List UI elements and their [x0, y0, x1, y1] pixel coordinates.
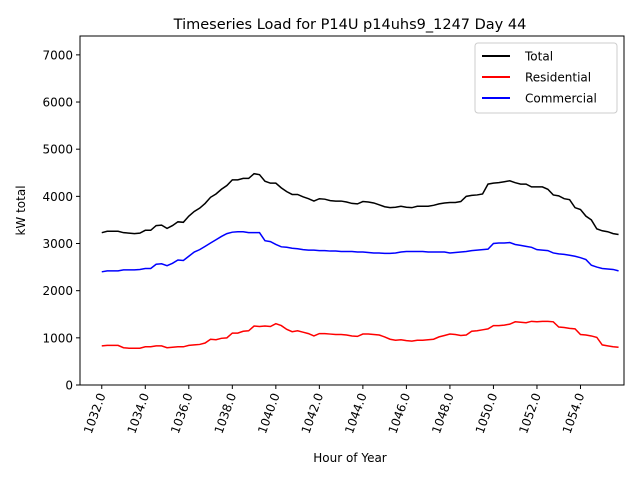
legend-frame: [474, 42, 618, 114]
y-tick-label: 3000: [42, 237, 73, 251]
y-tick-label: 5000: [42, 143, 73, 157]
series-layer: [101, 172, 619, 349]
y-tick-label: 2000: [42, 284, 73, 298]
legend: Total Residential Commercial: [474, 42, 618, 114]
legend-label-total: Total: [524, 50, 553, 64]
y-tick-label: 6000: [42, 96, 73, 110]
y-tick-label: 7000: [42, 48, 73, 62]
y-tick-label: 4000: [42, 190, 73, 204]
chart-title: Timeseries Load for P14U p14uhs9_1247 Da…: [173, 17, 527, 33]
y-tick-label: 1000: [42, 331, 73, 345]
series-line-commercial: [101, 230, 619, 273]
legend-label-commercial: Commercial: [525, 92, 597, 106]
legend-label-residential: Residential: [525, 71, 591, 85]
series-line-total: [101, 172, 619, 236]
x-axis-label: Hour of Year: [313, 451, 387, 465]
plot-frame: [79, 35, 625, 386]
y-tick-label: 0: [65, 379, 73, 393]
y-axis-label: kW total: [14, 185, 28, 235]
series-line-residential: [101, 320, 619, 349]
